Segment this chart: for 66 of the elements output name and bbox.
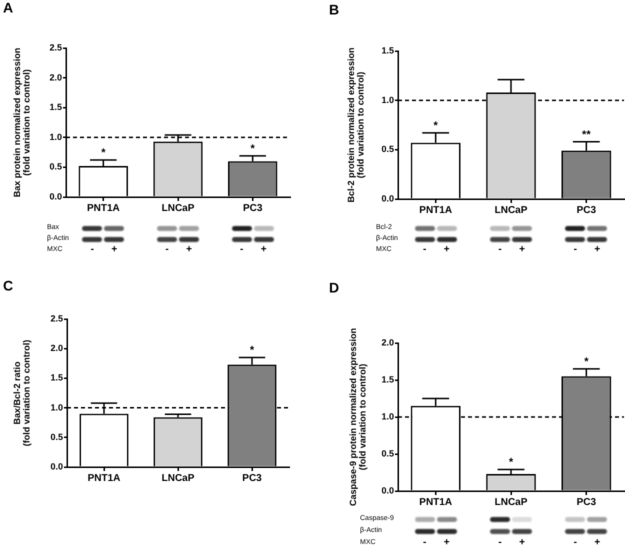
x-tick-label: PC3 xyxy=(242,202,263,214)
y-tick-label: 2.5 xyxy=(50,313,63,324)
chart-title: D xyxy=(329,279,340,296)
y-tick-label: 1.5 xyxy=(381,45,394,56)
y-tick-label: 1.0 xyxy=(381,411,394,422)
y-tick-label: 1.5 xyxy=(381,374,394,384)
chart-title: C xyxy=(3,277,14,294)
text: + xyxy=(111,244,118,255)
x-tick-label: LNCaP xyxy=(494,496,528,508)
y-tick-label: 1.5 xyxy=(50,372,63,383)
x-tick-label: LNCaP xyxy=(162,202,195,214)
y-axis-title: Bax/Bcl-2 ratio (fold variation to control) xyxy=(12,340,32,446)
text: - xyxy=(498,537,502,548)
y-tick-label: 0.5 xyxy=(381,144,394,154)
x-tick-label: PNT1A xyxy=(88,472,120,484)
text: + xyxy=(444,537,450,548)
y-tick-label: 0.0 xyxy=(381,485,394,496)
y-axis-title: Caspase-9 protein normalized expression (fold variation to control) xyxy=(348,328,368,506)
text: - xyxy=(422,244,426,255)
y-axis-title: Bax protein normalized expression (fold variation to control) xyxy=(12,48,32,198)
x-tick-label: PNT1A xyxy=(419,496,452,508)
text: + xyxy=(519,244,525,255)
x-tick-label: PNT1A xyxy=(86,202,120,214)
x-tick-label: PNT1A xyxy=(419,204,452,216)
text: + xyxy=(594,244,600,255)
y-tick-label: 0.5 xyxy=(381,448,394,458)
y-tick-label: 1.0 xyxy=(381,94,394,105)
y-tick-label: 0.5 xyxy=(50,432,63,442)
y-tick-label: 0.5 xyxy=(49,162,62,172)
y-tick-label: 0.0 xyxy=(49,191,62,202)
y-tick-label: 1.0 xyxy=(49,132,62,142)
text: + xyxy=(519,537,525,548)
text: - xyxy=(574,537,577,548)
annotation: * xyxy=(250,142,256,155)
x-tick-label: PC3 xyxy=(576,496,596,508)
text: + xyxy=(444,244,450,255)
chart-title: B xyxy=(329,1,340,18)
x-tick-label: LNCaP xyxy=(162,472,195,484)
y-tick-label: 1.0 xyxy=(50,402,63,412)
text: - xyxy=(165,244,169,255)
chart-title: A xyxy=(3,0,14,16)
annotation: * xyxy=(584,356,590,368)
text: - xyxy=(90,244,94,255)
y-tick-label: 1.5 xyxy=(49,102,62,112)
y-tick-label: 2.0 xyxy=(381,337,394,348)
y-tick-label: 2.5 xyxy=(49,42,62,52)
y-tick-label: 0.0 xyxy=(381,193,394,204)
annotation: * xyxy=(434,120,439,132)
text: - xyxy=(574,244,577,255)
x-tick-label: PC3 xyxy=(242,472,262,484)
text: + xyxy=(594,537,600,548)
text: - xyxy=(422,537,426,548)
y-tick-label: 2.0 xyxy=(50,343,63,354)
text: - xyxy=(240,244,244,255)
x-tick-label: LNCaP xyxy=(494,204,528,216)
annotation: * xyxy=(101,147,106,160)
y-tick-label: 2.0 xyxy=(49,72,62,82)
text: + xyxy=(186,244,192,255)
text: - xyxy=(498,244,502,255)
annotation: * xyxy=(508,456,514,469)
x-tick-label: PC3 xyxy=(576,204,596,216)
annotation: * xyxy=(250,344,255,357)
y-axis-title: Bcl-2 protein normalized expression (fold variation to control) xyxy=(346,47,366,203)
annotation: ** xyxy=(582,128,592,141)
y-tick-label: 0.0 xyxy=(50,461,63,472)
text: + xyxy=(260,244,267,255)
